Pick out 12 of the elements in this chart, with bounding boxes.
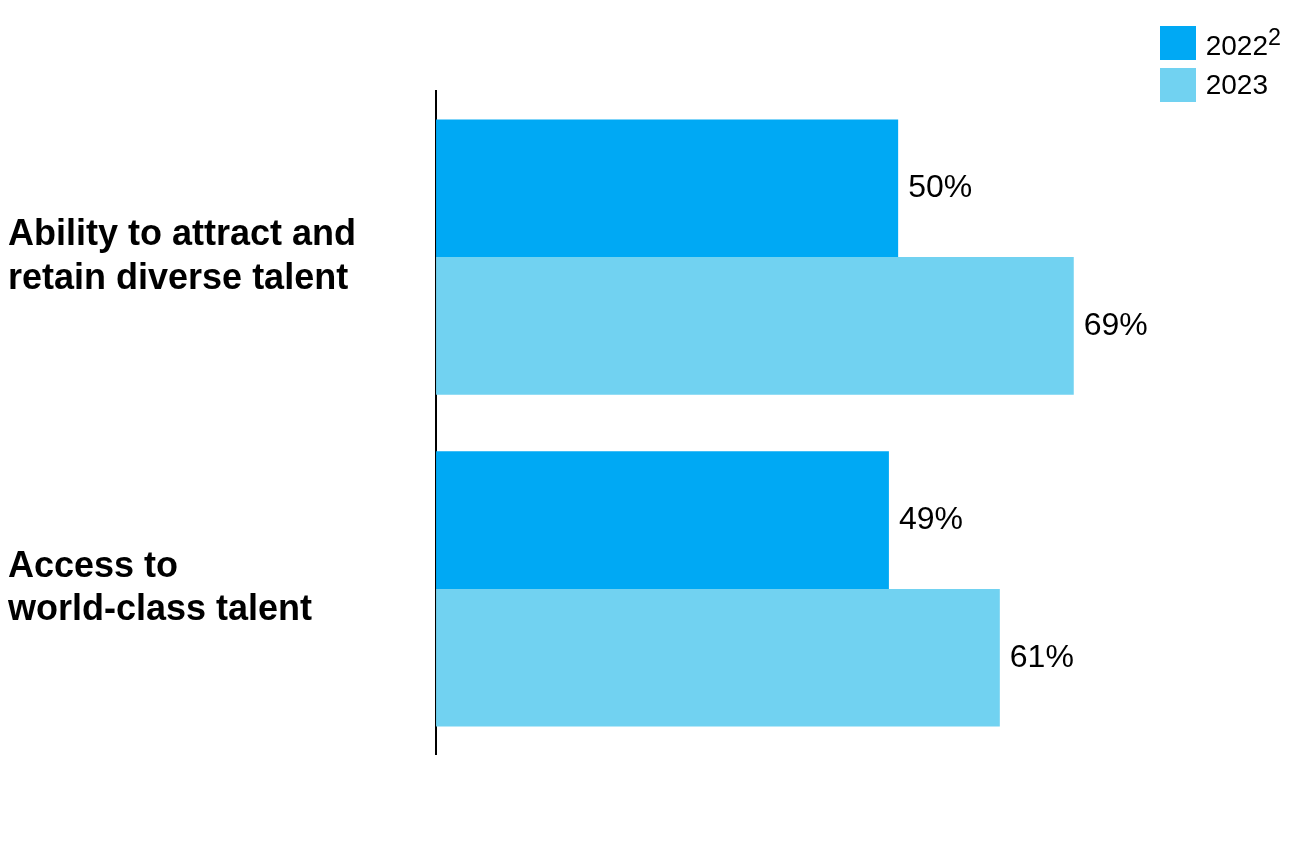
bar (436, 257, 1074, 395)
data-label: 69% (1083, 305, 1148, 342)
data-label: 61% (1009, 637, 1074, 674)
bar (436, 451, 889, 589)
bar (436, 588, 1000, 727)
legend-label: 2022$^{2}$ (1205, 24, 1281, 63)
y-tick-label: Access to world-class talent (7, 544, 313, 629)
data-label: 49% (898, 499, 963, 536)
legend-label: 2023 (1205, 69, 1269, 102)
bar (436, 119, 899, 258)
data-label: 50% (908, 168, 973, 205)
y-tick-label: Ability to attract and retain diverse talent (8, 212, 357, 297)
